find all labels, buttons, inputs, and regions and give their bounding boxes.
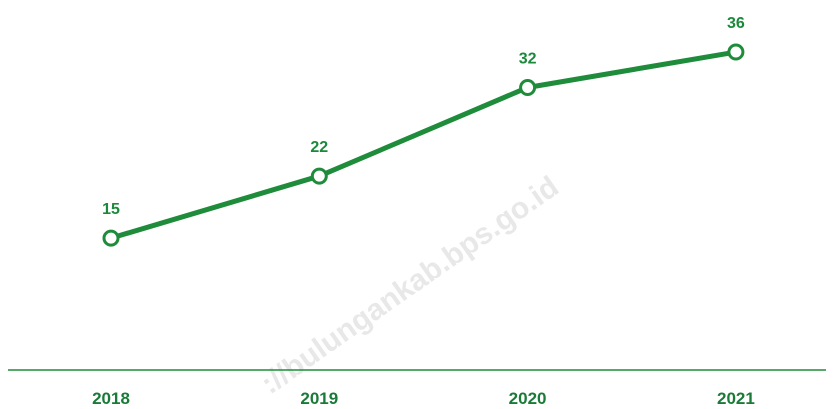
data-point	[102, 229, 120, 247]
x-tick-label: 2018	[92, 389, 130, 408]
x-tick-label: 2021	[717, 389, 755, 408]
data-label: 32	[519, 50, 537, 67]
data-line	[110, 49, 737, 241]
x-tick-label: 2019	[300, 389, 338, 408]
data-point	[727, 43, 745, 61]
data-point	[519, 78, 537, 96]
data-label: 15	[102, 201, 120, 218]
data-point	[310, 167, 328, 185]
data-label: 22	[310, 139, 328, 156]
watermark: ://bulungankab.bps.go.id	[255, 170, 565, 401]
data-label: 36	[727, 15, 745, 32]
x-tick-label: 2020	[509, 389, 547, 408]
